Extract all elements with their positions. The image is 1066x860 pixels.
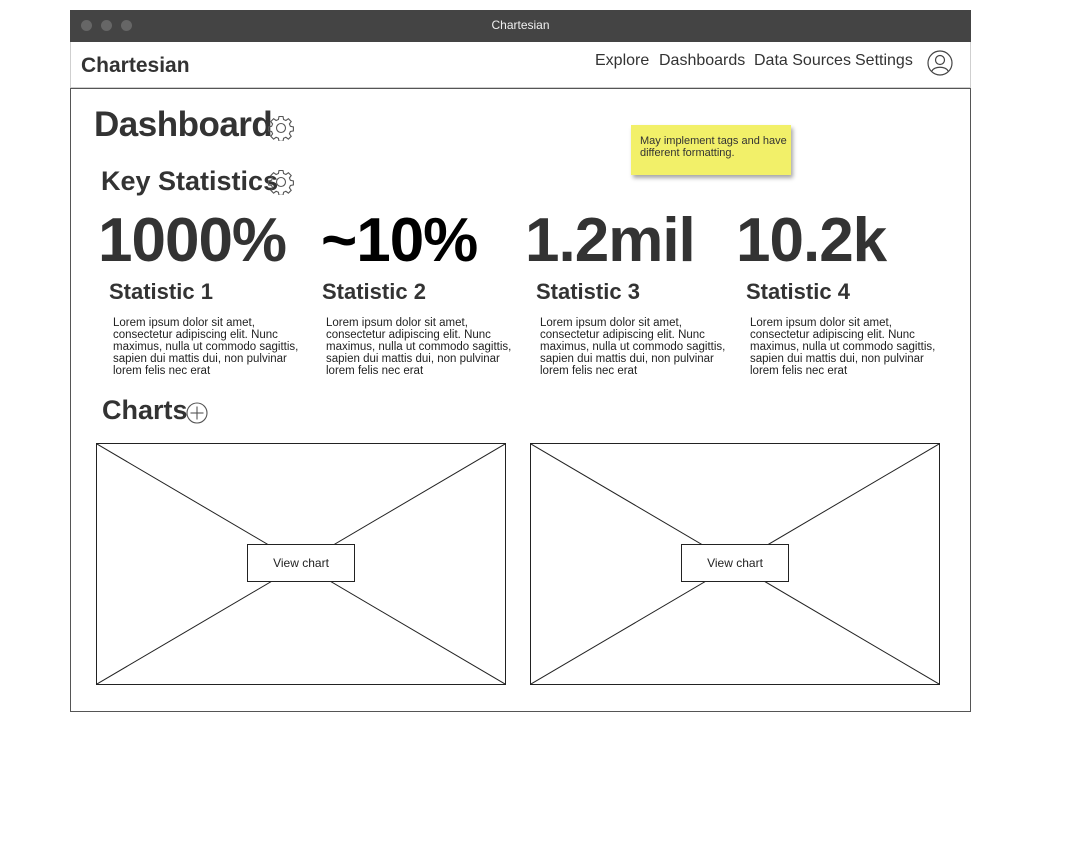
user-icon[interactable] — [927, 50, 953, 76]
add-chart-plus-icon[interactable] — [186, 402, 208, 424]
window-title: Chartesian — [491, 18, 550, 32]
nav-item-settings[interactable]: Settings — [855, 52, 913, 69]
app-window: Chartesian Chartesian Explore Dashboards… — [70, 10, 971, 712]
key-statistics-settings-gear-icon[interactable] — [268, 169, 294, 195]
chart-placeholder-2: View chart — [530, 443, 940, 685]
sticky-note: May implement tags and have different fo… — [631, 125, 791, 175]
nav-item-explore[interactable]: Explore — [595, 52, 650, 69]
nav-item-data-sources[interactable]: Data Sources — [754, 52, 851, 69]
window-titlebar: Chartesian — [70, 10, 971, 42]
statistic-1-label: Statistic 1 — [109, 279, 213, 304]
statistic-2-description: Lorem ipsum dolor sit amet, consectetur … — [326, 317, 512, 377]
statistic-3-description: Lorem ipsum dolor sit amet, consectetur … — [540, 317, 726, 377]
window-minimize-button[interactable] — [101, 20, 112, 31]
nav-item-dashboards[interactable]: Dashboards — [659, 52, 746, 69]
brand-logo[interactable]: Chartesian — [81, 54, 190, 77]
window-close-button[interactable] — [81, 20, 92, 31]
statistic-3-label: Statistic 3 — [536, 279, 640, 304]
statistic-3-value: 1.2mil — [525, 206, 696, 275]
statistic-4-label: Statistic 4 — [746, 279, 850, 304]
charts-title: Charts — [102, 395, 188, 425]
view-chart-1-button[interactable]: View chart — [247, 544, 355, 582]
view-chart-2-button[interactable]: View chart — [681, 544, 789, 582]
statistic-4-description: Lorem ipsum dolor sit amet, consectetur … — [750, 317, 936, 377]
statistic-4-value: 10.2k — [736, 206, 887, 275]
page-title: Dashboard — [94, 105, 273, 144]
statistic-2-label: Statistic 2 — [322, 279, 426, 304]
statistic-2-value: ~10% — [321, 206, 478, 275]
window-maximize-button[interactable] — [121, 20, 132, 31]
dashboard-settings-gear-icon[interactable] — [268, 115, 294, 141]
key-statistics-title: Key Statistics — [101, 166, 279, 196]
statistic-1-value: 1000% — [98, 206, 287, 275]
dashboard-content: Dashboard May implement tags and have di… — [70, 88, 971, 712]
chart-placeholder-1: View chart — [96, 443, 506, 685]
statistic-1-description: Lorem ipsum dolor sit amet, consectetur … — [113, 317, 299, 377]
top-navbar: Chartesian Explore Dashboards Data Sourc… — [70, 42, 971, 88]
